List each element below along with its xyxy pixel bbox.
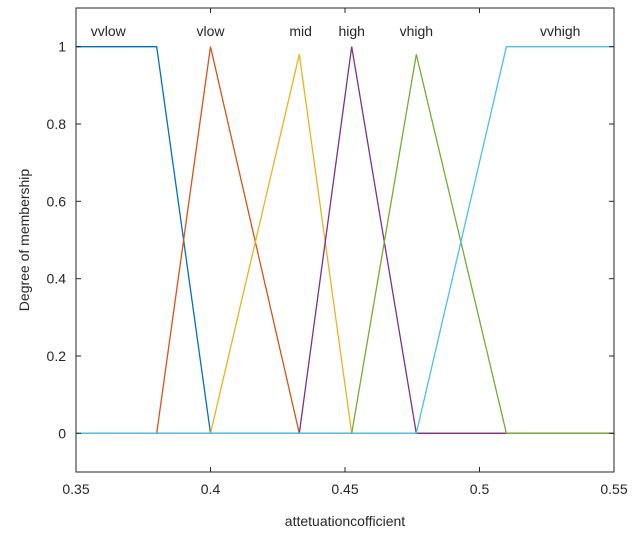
y-tick-label: 0.8 <box>47 116 67 132</box>
series-layer <box>76 46 614 434</box>
mf-label-vlow: vlow <box>196 23 225 39</box>
x-tick-label: 0.4 <box>201 481 221 497</box>
y-axis-label: Degree of membership <box>16 169 32 312</box>
x-tick-label: 0.45 <box>331 481 358 497</box>
labels-layer: vvlow vlow mid high vhigh vvhigh <box>91 23 581 39</box>
x-tick-label: 0.35 <box>62 481 89 497</box>
mf-label-vhigh: vhigh <box>400 23 433 39</box>
mf-label-high: high <box>338 23 364 39</box>
x-tick-label: 0.55 <box>600 481 627 497</box>
y-tick-label: 0.4 <box>47 271 67 287</box>
axes-layer: 0.35 0.4 0.45 0.5 0.55 0 0.2 0.4 0.6 0.8 1 <box>47 7 628 497</box>
y-tick-label: 0.6 <box>47 193 67 209</box>
x-axis-label: attetuationcofficient <box>285 513 405 529</box>
mf-label-vvhigh: vvhigh <box>540 23 580 39</box>
x-tick-label: 0.5 <box>470 481 490 497</box>
y-tick-label: 0.2 <box>47 348 67 364</box>
mf-label-vvlow: vvlow <box>91 23 127 39</box>
y-tick-label: 0 <box>58 425 66 441</box>
y-tick-label: 1 <box>58 39 66 55</box>
series-line-vvhigh <box>76 46 614 434</box>
mf-label-mid: mid <box>289 23 312 39</box>
